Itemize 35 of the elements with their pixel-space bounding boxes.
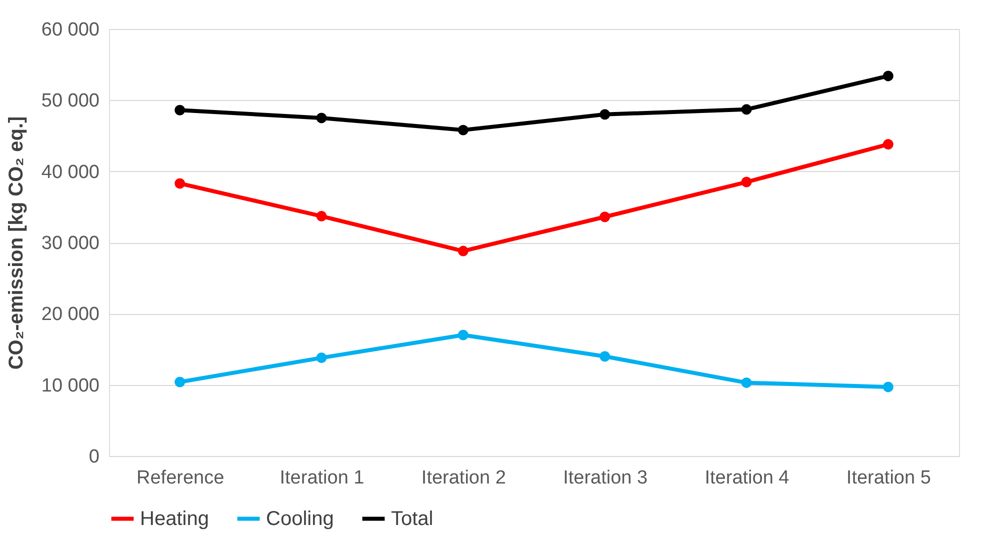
legend-label: Heating <box>140 508 209 530</box>
point <box>882 70 894 82</box>
legend-label: Cooling <box>266 508 334 530</box>
y-tick-label: 20 000 <box>41 304 100 326</box>
y-tick-label: 40 000 <box>41 162 100 183</box>
point <box>174 376 186 388</box>
point <box>741 104 752 115</box>
x-tick-label: Iteration 5 <box>846 468 931 488</box>
x-tick-label: Iteration 1 <box>280 468 364 488</box>
point <box>882 139 894 150</box>
point <box>741 377 752 388</box>
point <box>882 382 894 392</box>
point <box>600 109 610 120</box>
point <box>458 246 468 256</box>
point <box>458 330 468 340</box>
x-tick-label: Iteration 2 <box>421 468 506 488</box>
point <box>458 124 468 136</box>
y-tick-label: 50 000 <box>41 90 100 112</box>
x-tick-label: Iteration 3 <box>563 468 648 488</box>
point <box>316 352 327 364</box>
y-axis-title: CO₂-emission [kg CO₂ eq.] <box>5 116 28 370</box>
point <box>741 176 752 188</box>
point <box>600 212 610 222</box>
y-tick-label: 30 000 <box>41 233 100 254</box>
legend-label: Total <box>391 508 434 530</box>
point <box>316 112 327 124</box>
x-tick-label: Reference <box>136 468 224 488</box>
point <box>316 210 327 222</box>
y-tick-label: 60 000 <box>41 20 100 40</box>
point <box>174 104 186 116</box>
x-tick-label: Iteration 4 <box>704 468 790 488</box>
point <box>600 351 610 362</box>
point <box>174 178 186 189</box>
y-tick-label: 0 <box>88 446 100 468</box>
y-tick-label: 10 000 <box>41 375 100 396</box>
